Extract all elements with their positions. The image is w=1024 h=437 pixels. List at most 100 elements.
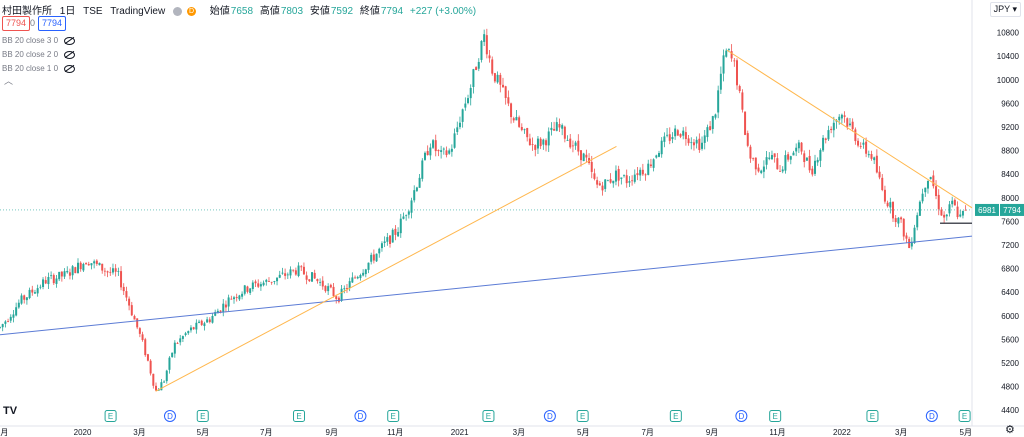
candle-body [464,103,467,108]
trendline[interactable] [155,146,617,392]
candle [42,277,45,290]
candle-body [93,261,96,264]
candle [679,133,682,139]
indicator-bb-3[interactable]: BB 20 close 3 0 [2,36,76,45]
candle-body [940,209,943,216]
candle-body [332,286,335,296]
candle-body [674,128,677,137]
candle-body [286,274,289,276]
gear-icon[interactable]: ⚙ [1005,424,1015,436]
sell-price-button[interactable]: 7794 [2,16,31,31]
candle-body [738,86,741,92]
candle-body [569,138,572,148]
earnings-marker-box [669,410,682,422]
candle-body [273,281,276,282]
candle [362,269,365,277]
dividend-marker[interactable]: D [354,410,367,422]
trendline[interactable] [726,49,973,209]
earnings-marker[interactable]: E [769,410,782,422]
candle [711,115,714,134]
earnings-marker[interactable]: E [958,410,971,422]
provider-label: TradingView [110,6,166,17]
candle [276,277,279,286]
dividend-marker[interactable]: D [543,410,556,422]
candle [138,327,141,338]
symbol-name[interactable]: 村田製作所 [2,6,52,17]
earnings-marker-letter: E [580,412,585,421]
candle [666,128,669,138]
earnings-marker[interactable]: E [576,410,589,422]
candle [488,49,491,63]
candle [238,294,241,301]
candle [450,144,453,157]
candle-body [555,122,558,131]
earnings-marker[interactable]: E [293,410,306,422]
earnings-marker[interactable]: E [104,410,117,422]
time-tick-label: 9月 [326,428,338,437]
tradingview-logo-icon[interactable]: TV [3,405,18,417]
countdown-tag[interactable] [975,203,999,216]
last-price-tag[interactable] [1000,203,1024,216]
candle [128,296,131,311]
trendline[interactable] [0,235,973,336]
candle-body [660,140,663,155]
indicator-bb-1[interactable]: BB 20 close 1 0 [2,64,76,73]
earnings-marker-letter: E [391,412,396,421]
candle [902,218,905,241]
buy-price-button[interactable]: 7794 [38,16,67,31]
earnings-marker[interactable]: E [669,410,682,422]
candle-body [698,138,701,151]
hide-indicator-icon[interactable] [64,50,76,59]
candle-body [421,160,424,179]
collapse-indicators-chevron-icon[interactable]: ︿ [4,76,14,86]
candle [111,263,114,275]
candle-body [609,179,612,183]
dividend-marker-circle [543,410,556,422]
candle [321,276,324,290]
candle-body [838,116,841,121]
candle-body [152,373,155,386]
candle-body [733,60,736,62]
earnings-marker[interactable]: E [866,410,879,422]
close-value: 7794 [380,6,404,17]
dividend-marker[interactable]: D [735,410,748,422]
candle [345,283,348,293]
dividend-marker[interactable]: D [925,410,938,422]
candle [773,153,776,163]
candle [682,127,685,140]
currency-selector[interactable]: JPY ▾ [989,2,1021,17]
candle-body [937,194,940,210]
candle [851,118,854,132]
candle-body [356,277,359,279]
candle [859,142,862,149]
candle-body [362,272,365,276]
indicator-bb-2[interactable]: BB 20 close 2 0 [2,50,76,59]
candle [706,124,709,142]
candle [539,137,542,150]
candle-body [418,177,421,188]
hide-indicator-icon[interactable] [64,64,76,73]
delayed-data-icon[interactable]: D [187,6,196,16]
candle [12,310,15,323]
candle [684,126,687,146]
earnings-marker[interactable]: E [387,410,400,422]
interval-label[interactable]: 1日 [59,6,76,17]
candle-body [601,185,604,191]
candle [391,228,394,243]
candle [953,198,956,206]
candle-body [184,333,187,335]
candle-body [736,60,739,86]
earnings-marker[interactable]: E [482,410,495,422]
candle-body [951,200,954,205]
candle [421,158,424,182]
dividend-marker[interactable]: D [163,410,176,422]
hide-indicator-icon[interactable] [64,36,76,45]
candle-body [523,129,526,131]
earnings-marker[interactable]: E [196,410,209,422]
candle-body [644,174,647,176]
candle [434,134,437,157]
earnings-marker-letter: E [486,412,491,421]
candle [348,277,351,292]
